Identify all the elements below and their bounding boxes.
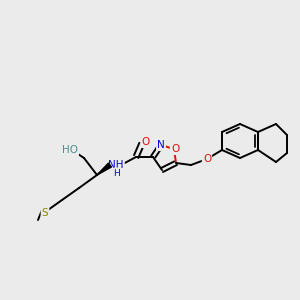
Text: O: O [203,154,211,164]
Text: N: N [157,140,165,150]
Text: NH: NH [108,160,124,170]
Polygon shape [97,163,112,175]
Text: H: H [114,169,120,178]
Text: O: O [171,144,179,154]
Text: S: S [42,208,48,218]
Text: HO: HO [62,145,78,155]
Text: O: O [142,137,150,147]
